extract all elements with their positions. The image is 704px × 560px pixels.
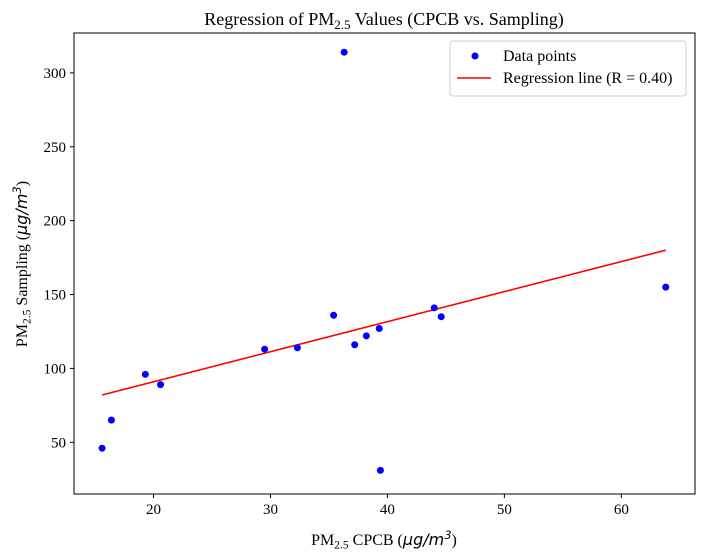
data-point xyxy=(375,325,383,333)
ylabel-unit-exponent: 3 xyxy=(10,186,24,193)
legend-marker-data-points xyxy=(471,52,479,60)
data-point xyxy=(362,332,370,340)
y-tick-label: 100 xyxy=(44,361,67,377)
ylabel-prefix: PM xyxy=(14,324,31,347)
x-tick-label: 50 xyxy=(497,502,512,518)
data-point xyxy=(107,416,115,424)
y-axis-label: PM2.5 Sampling (μg/m3) xyxy=(10,181,34,347)
data-point xyxy=(340,48,348,56)
legend-label-regression: Regression line (R = 0.40) xyxy=(503,70,672,87)
y-tick-label: 50 xyxy=(51,435,66,451)
regression-line xyxy=(101,249,666,396)
x-tick-label: 20 xyxy=(146,502,161,518)
data-point xyxy=(98,444,106,452)
xlabel-prefix: PM xyxy=(311,532,334,549)
data-point xyxy=(437,313,445,321)
data-point xyxy=(157,381,165,389)
chart-title: Regression of PM2.5 Values (CPCB vs. Sam… xyxy=(204,9,563,32)
title-prefix: Regression of PM xyxy=(204,9,334,29)
xlabel-suffix: ) xyxy=(452,532,457,549)
ylabel-subscript: 2.5 xyxy=(22,309,34,324)
y-axis: 50 100 150 200 250 300 xyxy=(44,66,74,451)
x-tick-label: 30 xyxy=(263,502,278,518)
y-tick-label: 200 xyxy=(44,214,67,230)
data-point xyxy=(376,466,384,474)
x-tick-label: 60 xyxy=(614,502,629,518)
y-tick-label: 250 xyxy=(44,140,67,156)
data-point xyxy=(351,341,359,349)
ylabel-suffix: ) xyxy=(14,181,31,186)
title-subscript: 2.5 xyxy=(334,17,350,32)
data-point xyxy=(662,283,670,291)
x-axis-label: PM2.5 CPCB (μg/m3) xyxy=(311,528,457,552)
legend-label-data-points: Data points xyxy=(503,48,576,65)
data-point xyxy=(141,370,149,378)
title-suffix: Values (CPCB vs. Sampling) xyxy=(351,9,564,30)
legend-box xyxy=(449,40,687,97)
ylabel-mid: Sampling ( xyxy=(14,235,31,310)
data-point xyxy=(293,344,301,352)
data-point xyxy=(261,345,269,353)
points-layer xyxy=(98,48,670,474)
data-point xyxy=(430,304,438,312)
xlabel-unit-exponent: 3 xyxy=(444,528,451,542)
plot-area xyxy=(73,32,696,495)
xlabel-subscript: 2.5 xyxy=(334,540,349,552)
xlabel-mid: CPCB ( xyxy=(349,532,403,549)
y-tick-label: 300 xyxy=(44,66,67,82)
x-axis: 20 30 40 50 60 xyxy=(146,494,629,518)
data-point xyxy=(330,311,338,319)
y-tick-label: 150 xyxy=(44,288,67,304)
ylabel-unit: μg/m xyxy=(12,194,31,236)
legend: Data points Regression line (R = 0.40) xyxy=(449,40,687,97)
x-tick-label: 40 xyxy=(380,502,395,518)
regression-layer xyxy=(101,249,666,396)
xlabel-unit: μg/m xyxy=(402,530,444,549)
